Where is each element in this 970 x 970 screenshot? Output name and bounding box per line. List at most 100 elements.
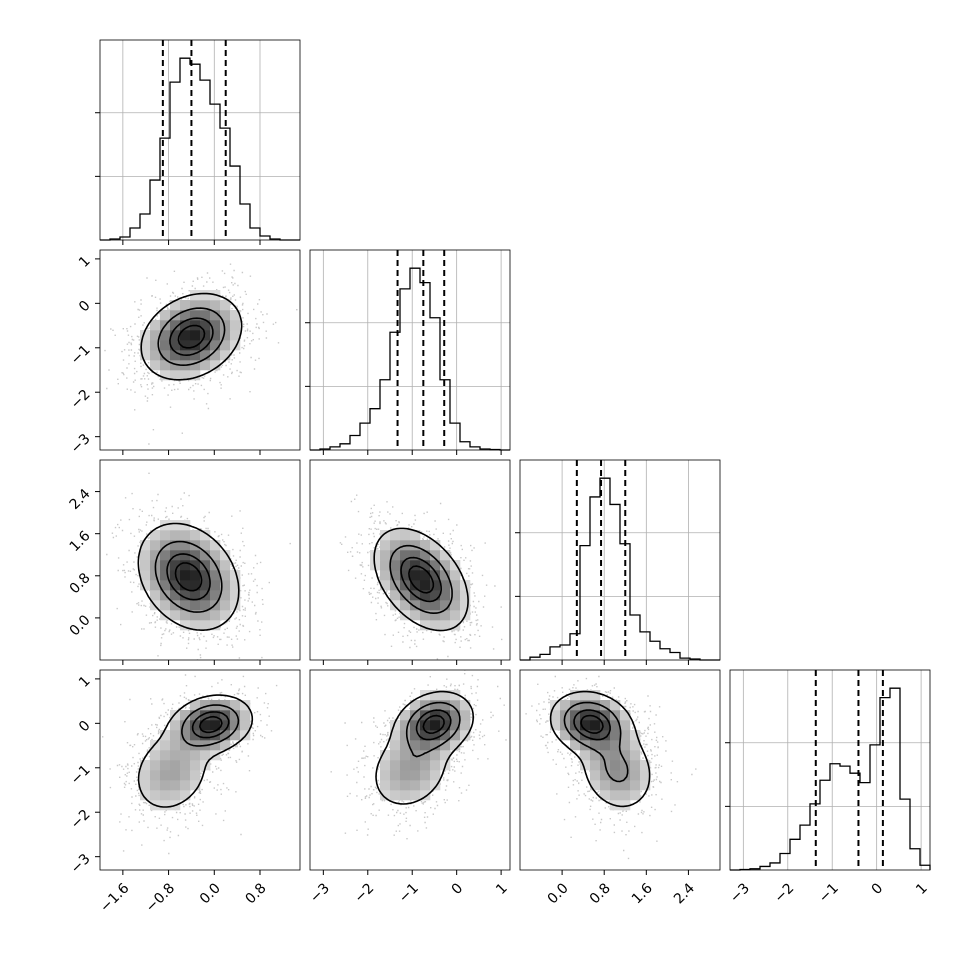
density-cell — [420, 540, 431, 551]
density-cell — [210, 580, 221, 591]
density-cell — [620, 780, 631, 791]
density-cell — [410, 570, 421, 581]
contour-level-3 — [580, 714, 604, 734]
density-cell — [630, 780, 641, 791]
density-cell — [620, 760, 631, 771]
density-cell — [160, 800, 171, 811]
contour-level-0 — [137, 694, 254, 808]
density-cell — [590, 730, 601, 741]
density-cell — [380, 790, 391, 801]
density-cell — [630, 760, 641, 771]
y-tick-label: 1.6 — [67, 528, 94, 555]
density-cell — [460, 600, 471, 611]
histogram-step-line — [730, 687, 931, 871]
density-cell — [200, 760, 211, 771]
density-cell — [210, 310, 221, 321]
x-tick-label: 1 — [913, 880, 931, 898]
density-cell — [560, 730, 571, 741]
density-cell — [220, 550, 231, 561]
density-cell — [560, 700, 571, 711]
density-cell — [390, 740, 401, 751]
panel-frame — [99, 249, 301, 451]
density-cell — [160, 530, 171, 541]
density-cell — [430, 720, 441, 731]
density-cell — [640, 780, 651, 791]
density-cell — [430, 550, 441, 561]
density-cell — [580, 700, 591, 711]
density-cell — [440, 620, 451, 631]
density-cell — [190, 310, 201, 321]
density-cell — [460, 590, 471, 601]
density-cell — [200, 600, 211, 611]
density-cell — [440, 690, 451, 701]
density-cell — [420, 610, 431, 621]
density-cell — [150, 760, 161, 771]
histogram-step-line — [100, 57, 300, 241]
density-cell — [170, 790, 181, 801]
density-cell — [450, 600, 461, 611]
density-cell — [150, 580, 161, 591]
density-cell — [240, 720, 251, 731]
density-cell — [410, 550, 421, 561]
density-cell — [600, 700, 611, 711]
density-cell — [440, 580, 451, 591]
x-tick-label: 0.8 — [243, 880, 270, 907]
density-cell — [400, 560, 411, 571]
density-cell — [380, 750, 391, 761]
density-cell — [430, 610, 441, 621]
density-cell — [630, 740, 641, 751]
y-tick-label: 0.0 — [67, 612, 94, 639]
density-cell — [190, 620, 201, 631]
density-cell — [200, 540, 211, 551]
y-tick-label: −3 — [68, 851, 94, 877]
density-cell — [430, 570, 441, 581]
density-cell — [440, 600, 451, 611]
density-cell — [220, 320, 231, 331]
density-cell — [380, 780, 391, 791]
density-cell — [140, 330, 151, 341]
x-tick-label: −2 — [771, 880, 797, 906]
y-tick-label: 0 — [76, 298, 94, 316]
density-cell — [380, 760, 391, 771]
density-cell — [410, 720, 421, 731]
density-cell — [400, 740, 411, 751]
density-cell — [180, 720, 191, 731]
density-cell — [610, 770, 621, 781]
density-cell — [410, 770, 421, 781]
density-cell — [450, 590, 461, 601]
contour-level-1 — [181, 704, 240, 747]
density-cell — [150, 570, 161, 581]
density-cell — [150, 750, 161, 761]
density-cell — [230, 320, 241, 331]
density-cell — [640, 770, 651, 781]
density-cell — [390, 530, 401, 541]
contour-level-3 — [422, 714, 445, 734]
density-cell — [630, 770, 641, 781]
density-cell — [410, 740, 421, 751]
density-cell — [420, 590, 431, 601]
density-cell — [210, 590, 221, 601]
panel-frame — [99, 459, 301, 661]
density-cell — [220, 580, 231, 591]
density-cell — [620, 790, 631, 801]
density-cell — [170, 360, 181, 371]
density-cell — [180, 730, 191, 741]
density-cell — [210, 620, 221, 631]
density-cell — [140, 350, 151, 361]
density-cell — [230, 590, 241, 601]
density-cell — [620, 800, 631, 811]
density-cell — [190, 720, 201, 731]
density-cell — [420, 770, 431, 781]
density-cell — [140, 550, 151, 561]
density-cell — [210, 720, 221, 731]
density-cell — [190, 530, 201, 541]
scatter-panel-2-0 — [95, 459, 301, 665]
density-cell — [600, 780, 611, 791]
density-cell — [430, 750, 441, 761]
density-cell — [430, 740, 441, 751]
density-cell — [390, 780, 401, 791]
density-cell — [200, 720, 211, 731]
density-cell — [620, 720, 631, 731]
density-cell — [640, 760, 651, 771]
density-cell — [590, 750, 601, 761]
